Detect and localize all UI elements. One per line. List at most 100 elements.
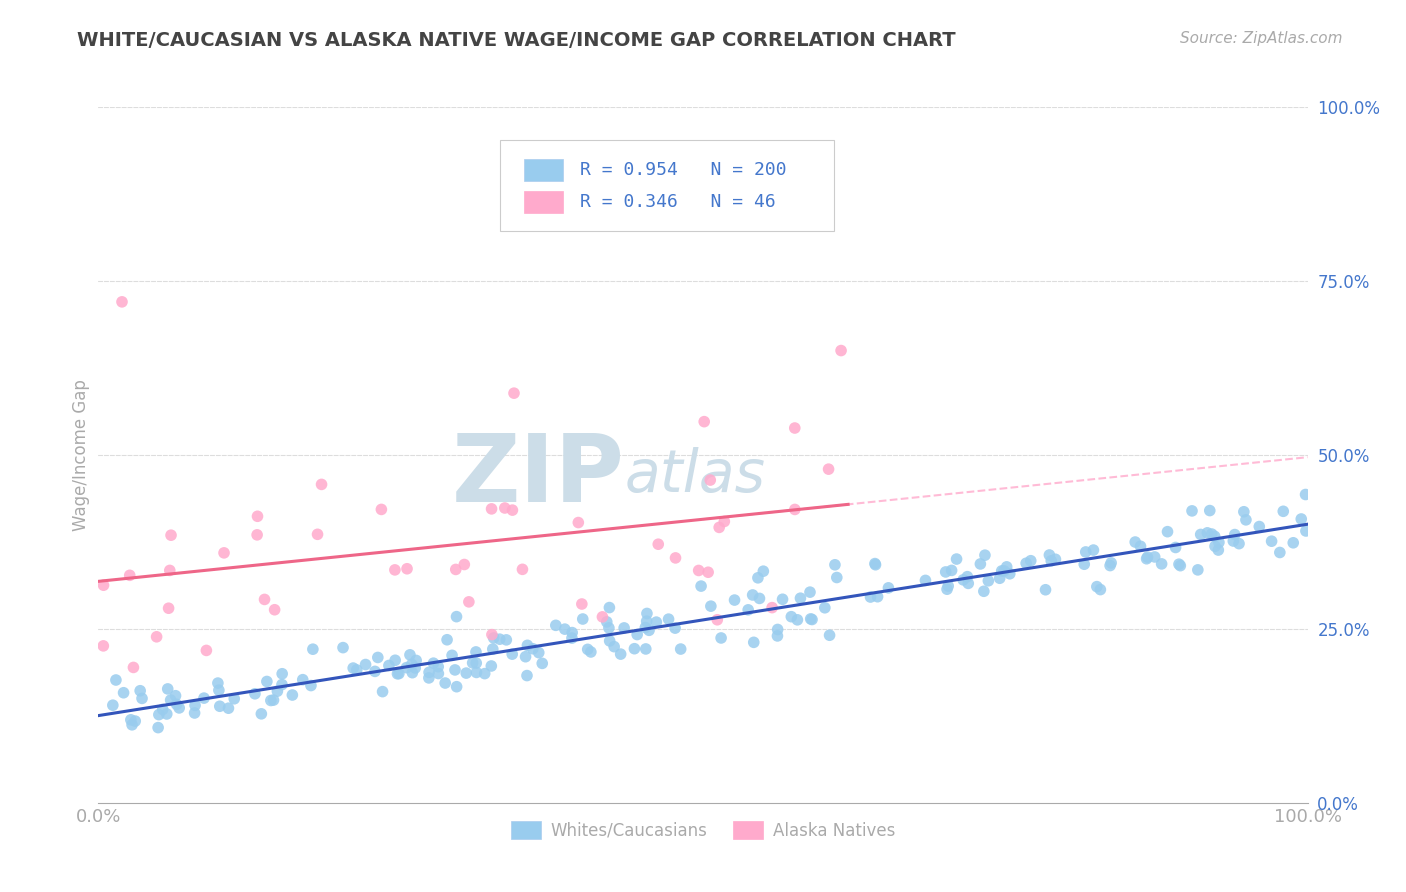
Point bbox=[1204, 529, 1226, 543]
Point bbox=[456, 666, 478, 681]
Point bbox=[936, 582, 959, 597]
Point bbox=[710, 631, 733, 645]
Point bbox=[271, 666, 294, 681]
Point bbox=[969, 557, 991, 571]
Point bbox=[501, 503, 523, 517]
Point bbox=[465, 665, 488, 680]
Point bbox=[104, 673, 127, 687]
Point bbox=[824, 558, 846, 572]
Point bbox=[957, 576, 980, 591]
Point bbox=[427, 659, 450, 673]
Point bbox=[1227, 536, 1250, 550]
Text: ZIP: ZIP bbox=[451, 430, 624, 522]
Point bbox=[217, 701, 239, 715]
Point bbox=[1045, 552, 1067, 566]
Point bbox=[384, 563, 406, 577]
Point bbox=[405, 653, 427, 667]
Point bbox=[1168, 558, 1191, 572]
Point bbox=[474, 666, 496, 681]
Point bbox=[166, 698, 188, 712]
Point bbox=[527, 646, 550, 660]
Point bbox=[647, 537, 669, 551]
Point bbox=[1035, 582, 1057, 597]
Point bbox=[157, 601, 180, 615]
Point bbox=[481, 627, 503, 641]
Point bbox=[131, 691, 153, 706]
Point bbox=[512, 562, 534, 576]
Point bbox=[401, 665, 423, 680]
Point bbox=[418, 665, 440, 680]
Point bbox=[747, 571, 769, 585]
Point bbox=[250, 706, 273, 721]
Point bbox=[766, 629, 789, 643]
Point bbox=[742, 635, 765, 649]
Point bbox=[156, 706, 179, 721]
Point bbox=[1164, 541, 1187, 555]
FancyBboxPatch shape bbox=[524, 191, 562, 213]
Point bbox=[91, 639, 114, 653]
Point bbox=[603, 640, 626, 654]
Point bbox=[1187, 563, 1209, 577]
Point bbox=[253, 592, 276, 607]
Point bbox=[579, 645, 602, 659]
Point bbox=[571, 612, 593, 626]
Point bbox=[152, 702, 174, 716]
Point bbox=[1019, 554, 1042, 568]
Point bbox=[263, 603, 285, 617]
Point bbox=[636, 614, 658, 628]
Point bbox=[1143, 549, 1166, 564]
Point bbox=[453, 558, 475, 572]
Point bbox=[446, 680, 468, 694]
Point bbox=[246, 509, 269, 524]
Point bbox=[1156, 524, 1178, 539]
Point bbox=[1198, 503, 1220, 517]
Point bbox=[156, 681, 179, 696]
Point bbox=[256, 674, 278, 689]
Point bbox=[914, 574, 936, 588]
Point bbox=[146, 721, 169, 735]
Point bbox=[208, 683, 231, 698]
Point bbox=[634, 642, 657, 657]
Point bbox=[1099, 558, 1122, 573]
Point bbox=[195, 643, 218, 657]
Point bbox=[401, 657, 423, 672]
Point bbox=[817, 462, 839, 476]
Point bbox=[441, 648, 464, 663]
Point bbox=[159, 563, 181, 577]
Point bbox=[1123, 535, 1146, 549]
Point bbox=[697, 566, 720, 580]
Point bbox=[444, 663, 467, 677]
Point bbox=[693, 415, 716, 429]
Point bbox=[688, 564, 710, 578]
Point bbox=[332, 640, 354, 655]
Point bbox=[1289, 512, 1312, 526]
Point bbox=[124, 714, 146, 728]
Point bbox=[865, 558, 887, 572]
Point bbox=[246, 528, 269, 542]
Point bbox=[780, 609, 803, 624]
Legend: Whites/Caucasians, Alaska Natives: Whites/Caucasians, Alaska Natives bbox=[505, 814, 901, 847]
Point bbox=[148, 707, 170, 722]
Point bbox=[761, 600, 783, 615]
Text: Source: ZipAtlas.com: Source: ZipAtlas.com bbox=[1180, 31, 1343, 46]
Point bbox=[364, 665, 387, 679]
Point bbox=[1260, 534, 1282, 549]
Point bbox=[501, 647, 523, 661]
Point bbox=[1223, 527, 1246, 541]
Point bbox=[516, 638, 538, 652]
Point bbox=[307, 527, 329, 541]
Point bbox=[193, 691, 215, 706]
Point bbox=[111, 294, 134, 309]
Point bbox=[830, 343, 852, 358]
Point bbox=[576, 642, 599, 657]
Point bbox=[818, 628, 841, 642]
Point bbox=[465, 645, 488, 659]
Point bbox=[863, 557, 886, 571]
Point bbox=[1181, 504, 1204, 518]
Point bbox=[354, 657, 377, 672]
Point bbox=[638, 624, 661, 638]
Point bbox=[422, 656, 444, 670]
Point bbox=[1015, 556, 1038, 570]
Point bbox=[1150, 557, 1173, 571]
Point bbox=[1233, 505, 1256, 519]
